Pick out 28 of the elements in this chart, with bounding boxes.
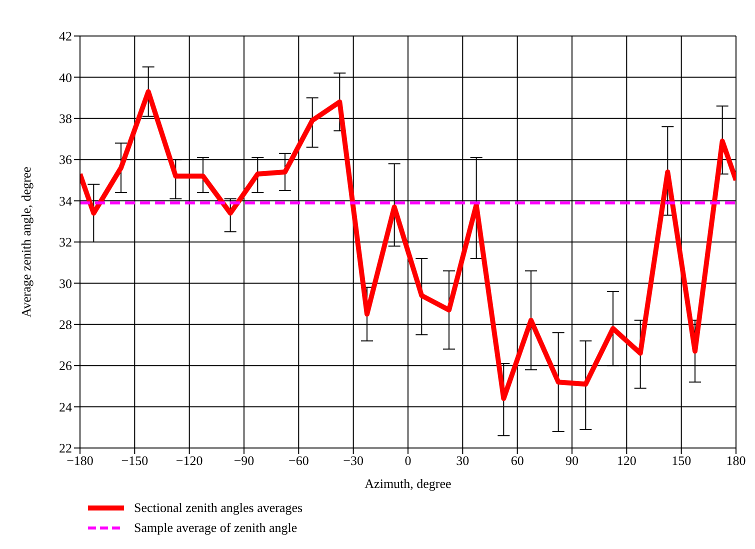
y-tick-label: 40	[59, 70, 72, 85]
y-tick-label: 22	[59, 440, 72, 456]
x-tick-label: −180	[66, 453, 94, 468]
x-tick-label: 60	[510, 453, 524, 468]
y-tick-label: 36	[59, 152, 72, 168]
x-tick-label: 30	[456, 453, 470, 468]
y-tick-label: 26	[59, 358, 72, 374]
x-tick-label: 180	[726, 453, 746, 468]
y-tick-label: 28	[59, 317, 72, 332]
y-tick-label: 34	[59, 193, 72, 208]
legend-label: Sectional zenith angles averages	[134, 500, 303, 516]
x-tick-label: 150	[672, 453, 692, 468]
y-tick-label: 30	[59, 276, 72, 291]
x-tick-label: −60	[288, 453, 309, 468]
y-tick-label: 42	[59, 28, 72, 44]
x-tick-label: −120	[176, 453, 203, 468]
x-tick-label: 90	[566, 453, 578, 468]
y-tick-label: 32	[59, 234, 72, 250]
y-tick-label: 24	[59, 399, 72, 414]
x-tick-label: 0	[404, 453, 412, 468]
x-tick-label: −90	[234, 453, 254, 468]
x-tick-label: −30	[343, 453, 364, 468]
x-tick-label: −150	[121, 453, 148, 468]
x-axis-title: Azimuth, degree	[364, 476, 452, 491]
x-tick-label: 120	[616, 453, 636, 468]
legend-label: Sample average of zenith angle	[134, 520, 298, 536]
y-axis-title: Average zenith angle, degree	[18, 166, 34, 318]
y-tick-label: 38	[59, 111, 72, 126]
